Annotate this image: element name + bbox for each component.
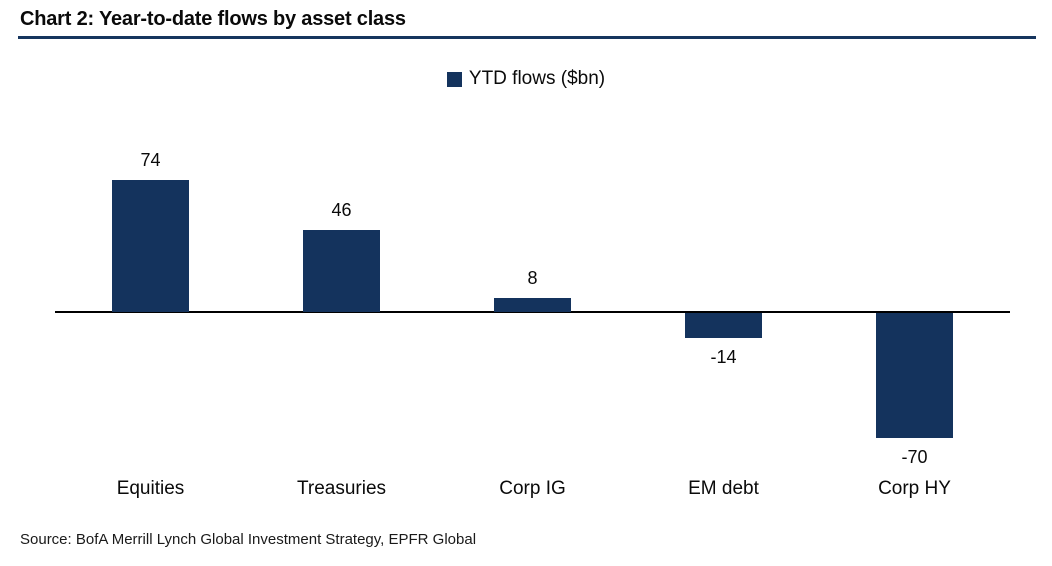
value-label: -14 — [710, 347, 737, 367]
legend-label: YTD flows ($bn) — [468, 68, 606, 89]
bar-corp-ig — [494, 298, 571, 312]
bar-corp-hy — [876, 313, 953, 438]
chart-title: Chart 2: Year-to-date flows by asset cla… — [20, 8, 406, 30]
category-label: Equities — [116, 478, 185, 499]
title-underline-rule — [18, 36, 1036, 39]
value-label: 46 — [331, 200, 352, 220]
bar-chart: 74 Equities 46 Treasuries 8 Corp IG -14 EM debt… — [0, 115, 1052, 510]
source-attribution: Source: BofA Merrill Lynch Global Invest… — [20, 531, 477, 548]
category-label: EM debt — [688, 478, 759, 499]
category-label: Corp IG — [499, 478, 566, 499]
value-label: 74 — [140, 150, 161, 170]
chart-legend: YTD flows ($bn) — [0, 68, 1052, 90]
category-label: Treasuries — [296, 478, 387, 499]
bar-equities — [112, 180, 189, 312]
value-label: 8 — [527, 268, 538, 288]
bar-treasuries — [303, 230, 380, 312]
bar-em-debt — [685, 313, 762, 338]
zero-axis-line — [55, 311, 1010, 313]
value-label: -70 — [901, 447, 928, 467]
category-label: Corp HY — [878, 478, 951, 499]
legend-swatch-icon — [446, 71, 462, 87]
